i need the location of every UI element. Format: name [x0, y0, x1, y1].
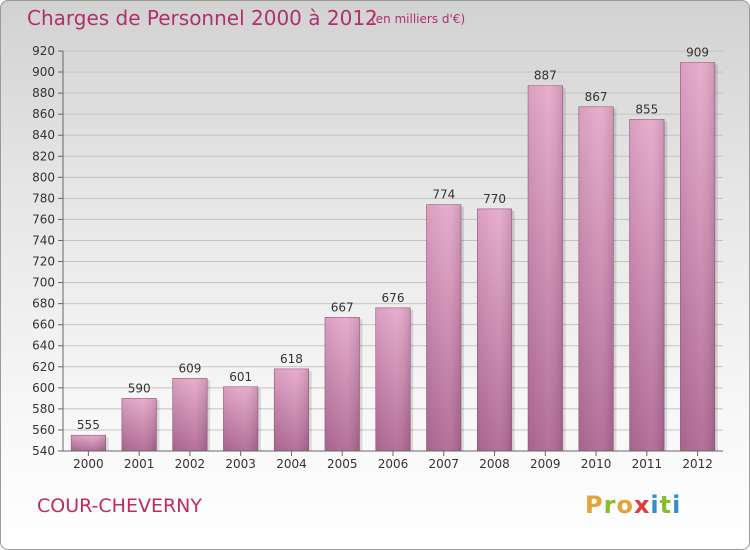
x-tick-label: 2006 [378, 457, 409, 471]
bar-shade [71, 435, 106, 451]
bar-value-label: 770 [483, 192, 506, 206]
y-tick-label: 720 [32, 255, 55, 269]
y-tick-label: 540 [32, 444, 55, 458]
bar-chart: 540 560 580 600 620 640 660 680 700 720 740 760 780 8… [32, 44, 723, 471]
x-tick-label: 2011 [632, 457, 663, 471]
bar-value-label: 887 [534, 69, 557, 83]
y-tick-label: 920 [32, 44, 55, 58]
bar-value-label: 676 [382, 291, 405, 305]
bar-value-label: 618 [280, 352, 303, 366]
bar-shade [528, 85, 563, 451]
bar-value-label: 774 [432, 188, 455, 202]
bar-shade [172, 378, 208, 451]
chart-subtitle: (en milliers d'€) [371, 12, 466, 26]
x-tick-label: 2002 [175, 457, 206, 471]
bar-shade [324, 317, 360, 451]
y-tick-label: 620 [32, 360, 55, 374]
x-tick-label: 2009 [530, 457, 561, 471]
bar-shade [223, 386, 258, 451]
bar-value-label: 590 [128, 381, 151, 395]
bar-shade [680, 62, 715, 451]
x-tick-label: 2000 [73, 457, 104, 471]
x-tick-label: 2001 [124, 457, 155, 471]
y-tick-label: 640 [32, 339, 55, 353]
chart-title: Charges de Personnel 2000 à 2012 [27, 6, 378, 30]
bar-shade [477, 208, 512, 451]
bar-value-label: 909 [686, 46, 709, 60]
bar-value-label: 855 [635, 102, 658, 116]
x-tick-label: 2005 [327, 457, 358, 471]
bar-shade [578, 106, 614, 451]
y-tick-label: 860 [32, 107, 55, 121]
bar-shade [121, 398, 157, 451]
bar-shade [375, 307, 411, 451]
y-tick-label: 740 [32, 233, 55, 247]
y-tick-label: 760 [32, 212, 55, 226]
y-tick-label: 800 [32, 170, 55, 184]
y-tick-label: 840 [32, 128, 55, 142]
bar-value-label: 609 [178, 361, 201, 375]
bar-shade [426, 204, 462, 451]
y-tick-label: 600 [32, 381, 55, 395]
x-tick-label: 2012 [682, 457, 713, 471]
bar-shade [629, 119, 665, 451]
bar-shade [274, 368, 309, 451]
y-tick-label: 820 [32, 149, 55, 163]
x-tick-label: 2007 [428, 457, 459, 471]
x-tick-label: 2004 [276, 457, 307, 471]
y-tick-label: 880 [32, 86, 55, 100]
y-tick-label: 900 [32, 65, 55, 79]
y-tick-label: 700 [32, 276, 55, 290]
x-tick-label: 2008 [479, 457, 510, 471]
bar-value-label: 555 [77, 418, 100, 432]
y-tick-label: 680 [32, 297, 55, 311]
y-tick-label: 580 [32, 402, 55, 416]
proxiti-logo: Proxiti [585, 491, 682, 519]
bar-value-label: 867 [585, 90, 608, 104]
x-tick-label: 2003 [225, 457, 256, 471]
y-tick-label: 660 [32, 318, 55, 332]
bar-value-label: 601 [229, 370, 252, 384]
y-tick-label: 780 [32, 191, 55, 205]
bar-value-label: 667 [331, 300, 354, 314]
commune-name: COUR-CHEVERNY [37, 495, 202, 517]
y-tick-label: 560 [32, 423, 55, 437]
x-tick-label: 2010 [581, 457, 612, 471]
